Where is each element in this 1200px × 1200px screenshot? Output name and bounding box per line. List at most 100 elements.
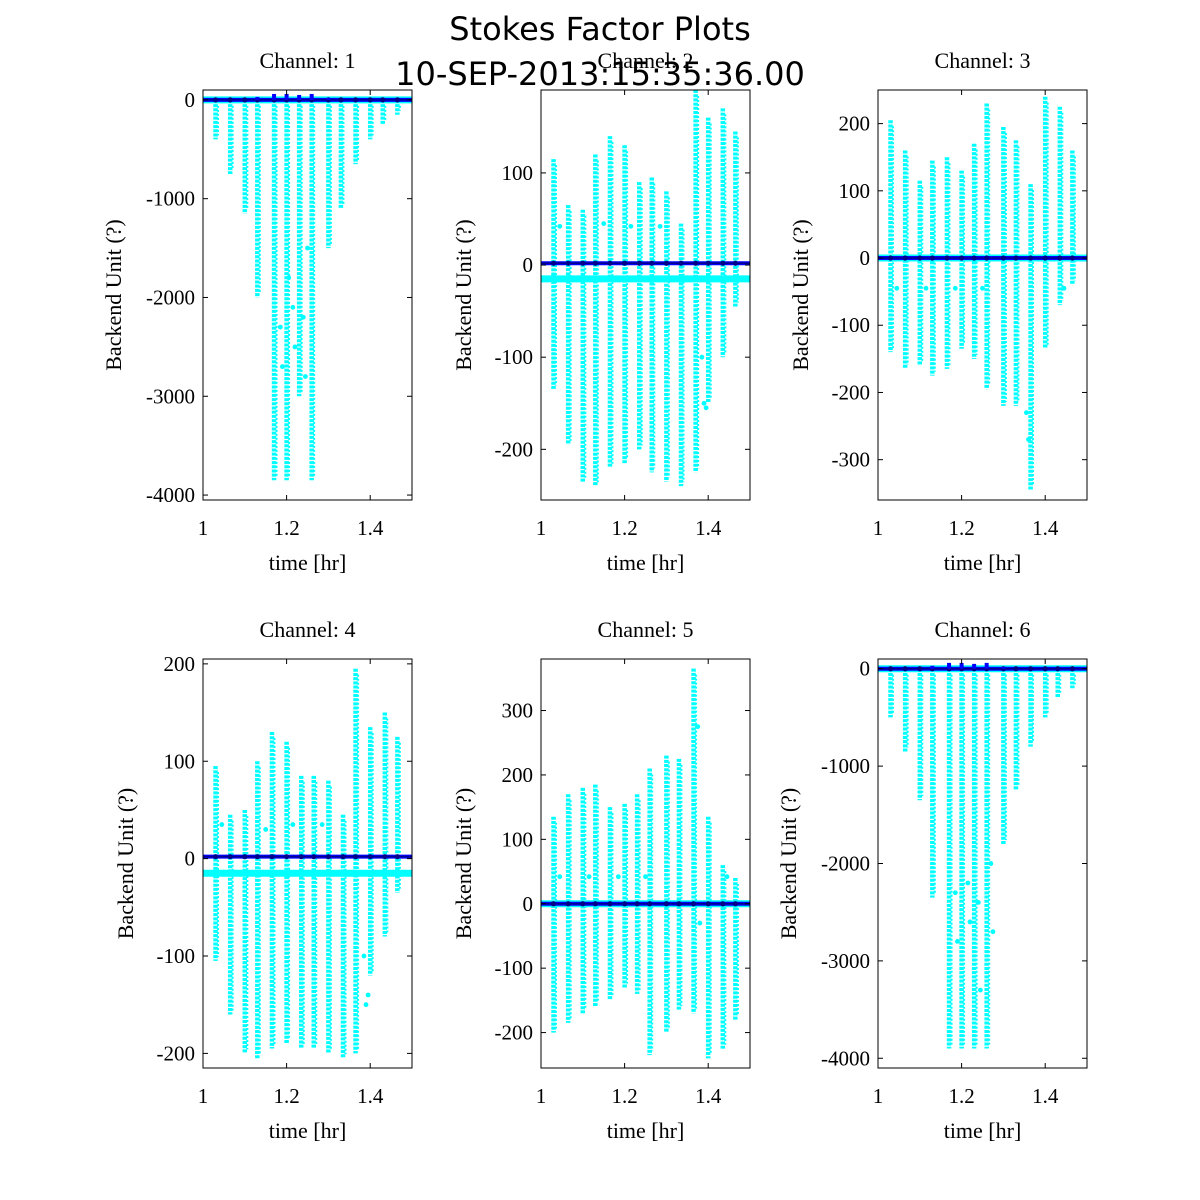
- x-tick-label: 1.2: [273, 1084, 299, 1108]
- y-tick-label: 0: [523, 253, 534, 277]
- blue-mean-marker: [380, 97, 386, 103]
- blue-mean-marker: [649, 260, 655, 266]
- x-tick-label: 1: [536, 516, 547, 540]
- x-tick-label: 1.2: [948, 1084, 974, 1108]
- blue-mean-marker: [678, 260, 684, 266]
- y-tick-label: -300: [832, 448, 871, 472]
- cyan-scatter-point: [724, 874, 730, 880]
- y-tick-label: -3000: [821, 949, 870, 973]
- x-axis-label: time [hr]: [944, 1118, 1022, 1143]
- cyan-scatter-point: [952, 285, 958, 291]
- blue-mean-marker: [352, 854, 359, 860]
- blue-mean-marker: [636, 260, 642, 266]
- x-axis-label: time [hr]: [944, 550, 1022, 575]
- y-tick-label: -200: [495, 437, 534, 461]
- x-tick-label: 1.4: [695, 1084, 722, 1108]
- cyan-scatter-point: [657, 223, 663, 229]
- x-axis-label: time [hr]: [607, 1118, 685, 1143]
- cyan-scatter-point: [695, 724, 701, 730]
- blue-mean-marker: [607, 901, 613, 907]
- blue-mean-marker: [212, 854, 219, 860]
- blue-mean-marker: [944, 255, 950, 261]
- cyan-scatter-point: [290, 304, 296, 310]
- y-tick-label: -1000: [146, 187, 195, 211]
- blue-mean-marker: [1055, 666, 1061, 672]
- cyan-scatter-point: [615, 874, 621, 880]
- blue-mean-marker: [929, 255, 935, 261]
- cyan-scatter-point: [1023, 410, 1029, 416]
- cyan-scatter-point: [988, 861, 994, 866]
- x-tick-label: 1.2: [611, 516, 637, 540]
- cyan-scatter-point: [305, 245, 310, 251]
- x-tick-label: 1.2: [948, 516, 974, 540]
- blue-mean-marker: [254, 854, 260, 860]
- y-tick-label: -100: [157, 944, 196, 968]
- blue-mean-marker: [720, 901, 726, 907]
- blue-mean-marker: [284, 854, 290, 860]
- blue-mean-marker: [580, 260, 586, 266]
- cyan-scatter-point: [643, 874, 648, 880]
- axes-frame: [877, 658, 1088, 1069]
- blue-mean-marker: [693, 260, 699, 266]
- blue-mean-marker: [580, 901, 586, 907]
- y-tick-label: 100: [164, 749, 196, 773]
- blue-mean-marker: [367, 97, 373, 103]
- cyan-scatter-point: [300, 314, 306, 320]
- blue-mean-marker: [1027, 666, 1034, 672]
- cyan-scatter-point: [1061, 285, 1067, 291]
- cyan-scatter-point: [292, 344, 298, 350]
- chart-panel-1: 1 1.2 1.4 -4000 -3000 -2000 -1000 0 Channel: 1 ti…: [101, 48, 413, 575]
- cyan-scatter-point: [365, 992, 371, 998]
- y-tick-label: -3000: [146, 384, 195, 408]
- cyan-scatter-point: [303, 374, 308, 379]
- cyan-scatter-point: [1026, 437, 1031, 442]
- cyan-scatter-point: [980, 285, 985, 291]
- y-tick-label: -4000: [146, 483, 195, 507]
- blue-mean-marker: [340, 854, 346, 860]
- blue-mean-marker: [732, 260, 738, 266]
- blue-mean-marker: [647, 901, 653, 907]
- blue-mean-marker: [1013, 666, 1019, 672]
- blue-mean-marker: [382, 854, 388, 860]
- blue-mean-marker: [720, 260, 726, 266]
- y-axis-label: Backend Unit (?): [776, 788, 801, 940]
- cyan-scatter-point: [361, 953, 367, 959]
- cyan-scatter-point: [967, 919, 973, 925]
- plot-area: [878, 662, 1087, 1049]
- cyan-scatter-point: [586, 874, 592, 880]
- blue-mean-marker: [690, 901, 697, 907]
- cyan-scatter-point: [557, 223, 563, 229]
- y-axis-label: Backend Unit (?): [451, 219, 476, 371]
- blue-mean-marker: [269, 854, 275, 860]
- blue-mean-marker: [622, 901, 628, 907]
- blue-mean-marker: [394, 97, 400, 103]
- figure-title-line1: Stokes Factor Plots: [449, 10, 750, 48]
- blue-mean-marker: [227, 97, 233, 103]
- y-axis-label: Backend Unit (?): [113, 788, 138, 940]
- x-tick-label: 1.4: [1032, 516, 1059, 540]
- plot-area: [203, 93, 412, 481]
- y-tick-label: 0: [860, 657, 871, 681]
- x-axis-label: time [hr]: [269, 1118, 347, 1143]
- blue-mean-marker: [394, 854, 400, 860]
- cyan-scatter-point: [557, 874, 563, 880]
- x-tick-label: 1.4: [1032, 1084, 1059, 1108]
- plot-area: [541, 90, 750, 487]
- chart-panel-2: 1 1.2 1.4 -200 -100 0 100 Channel: 2 time [hr] Ba…: [451, 48, 751, 575]
- y-tick-label: -2000: [821, 852, 870, 876]
- blue-mean-marker: [902, 666, 908, 672]
- cyan-scatter-point: [978, 987, 983, 993]
- blue-mean-marker: [1069, 255, 1075, 261]
- blue-mean-marker: [1042, 255, 1048, 261]
- chart-panel-5: 1 1.2 1.4 -200 -100 0 100 200 300 Channel: 5 time …: [451, 617, 751, 1143]
- blue-mean-marker: [367, 854, 373, 860]
- blue-mean-marker: [732, 901, 738, 907]
- panel-title: Channel: 3: [935, 48, 1031, 73]
- cyan-scatter-point: [263, 827, 269, 832]
- axes-frame: [202, 89, 413, 501]
- blue-mean-marker: [325, 854, 331, 860]
- figure-title-line2: 10-SEP-2013:15:35:36.00: [395, 55, 805, 93]
- axes-frame: [540, 89, 751, 501]
- x-tick-label: 1: [873, 1084, 884, 1108]
